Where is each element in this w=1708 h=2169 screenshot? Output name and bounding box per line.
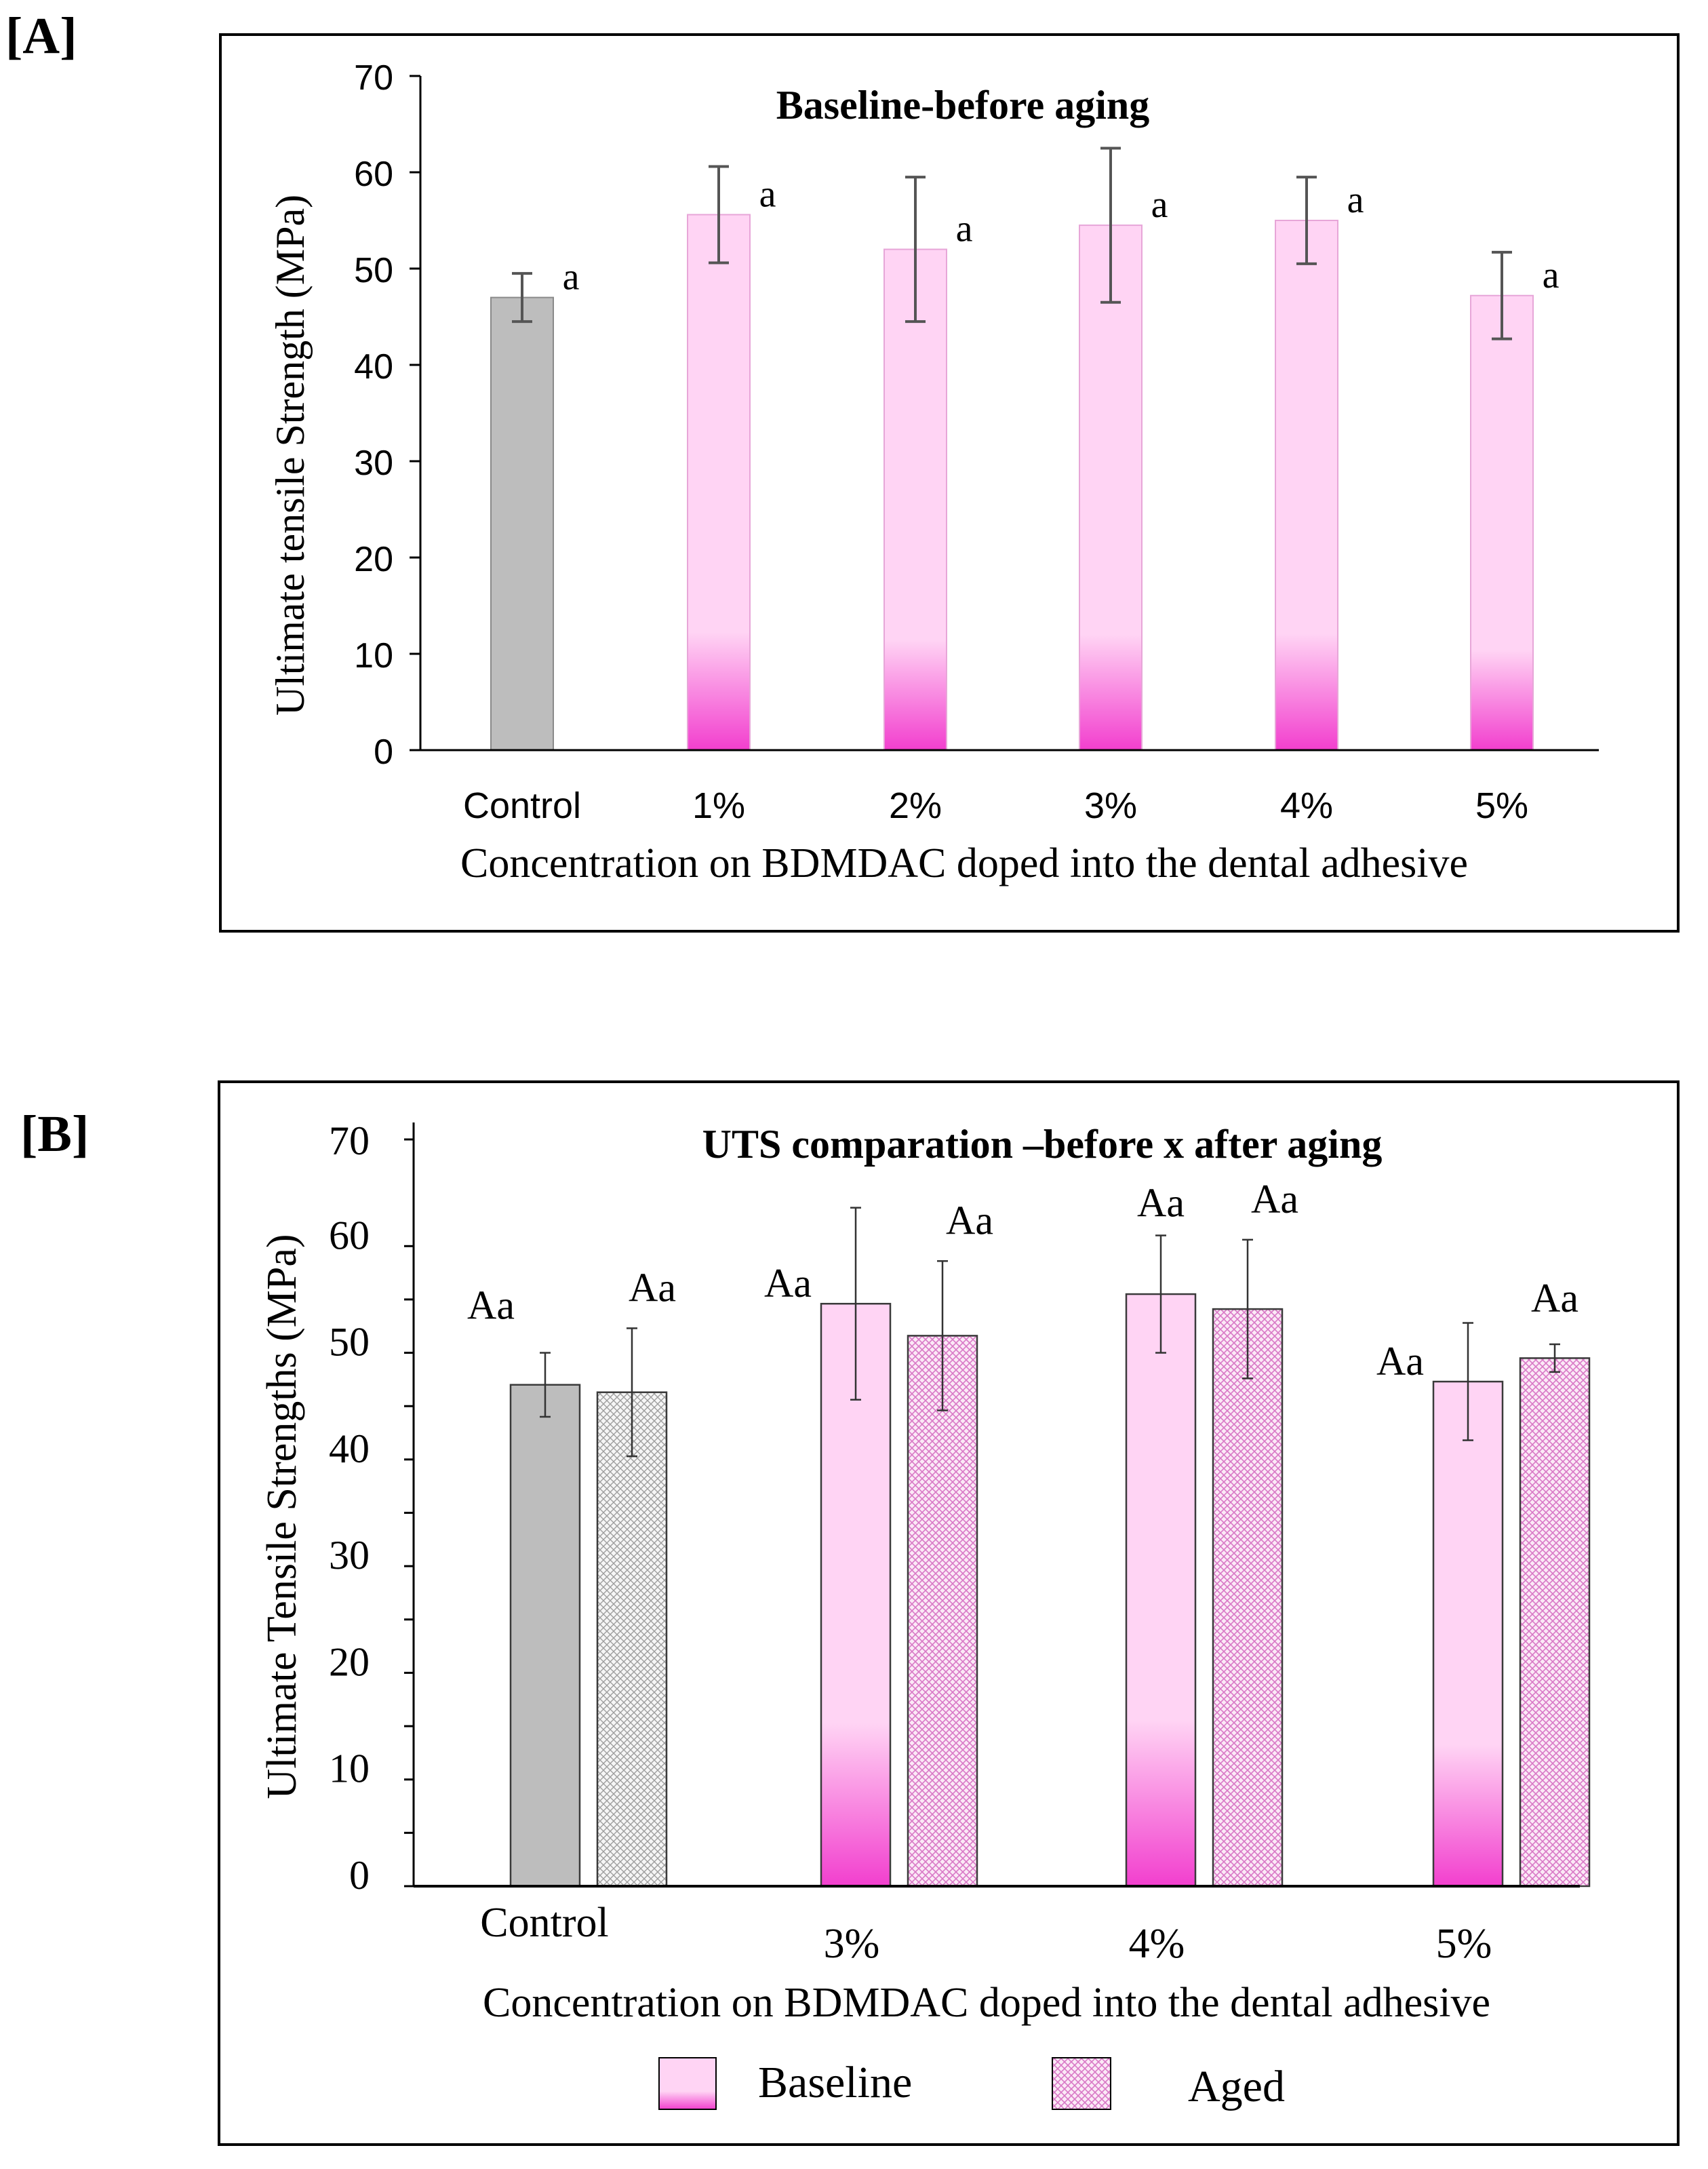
panel-a-annotation-0: a [563, 256, 580, 298]
panel-b-bar-baseline-2 [1125, 1293, 1197, 1888]
panel-b-bar-aged-0 [596, 1391, 668, 1888]
panel-b-annotation-aged-3: Aa [1531, 1276, 1578, 1321]
panel-b-category-1: 3% [824, 1921, 880, 1967]
panel-a-bar-4 [1275, 220, 1338, 751]
panel-b-category-2: 4% [1129, 1921, 1185, 1967]
panel-b-annotation-baseline-1: Aa [764, 1261, 812, 1306]
panel-b-ytick-label: 60 [329, 1213, 370, 1257]
panel-b-y-ticks: 0 10 20 30 40 50 60 70 [329, 1118, 414, 1898]
panel-b-error-bar-baseline-0 [540, 1352, 551, 1418]
panel-b-ytick-label: 50 [329, 1320, 370, 1365]
panel-a-bar-0 [490, 296, 554, 751]
panel-b-ytick-label: 20 [329, 1639, 370, 1684]
panel-b-bar-baseline-0 [509, 1384, 581, 1888]
panel-a-ytick-label: 70 [354, 58, 393, 98]
panel-b-bar-baseline-3 [1432, 1380, 1504, 1888]
panel-b-bar-baseline-1 [820, 1302, 892, 1888]
panel-a-bar-5 [1470, 294, 1534, 751]
panel-a-category-4: 4% [1280, 785, 1333, 826]
panel-b-category-labels: Control 3% 4% 5% [480, 1900, 1492, 1967]
panel-a-ytick-label: 20 [354, 540, 393, 579]
legend-swatch-baseline [658, 2057, 717, 2110]
panel-b-bars [509, 1293, 1591, 1888]
panel-b-legend: Baseline Aged [658, 2057, 1285, 2111]
panel-a-category-3: 3% [1084, 785, 1137, 826]
panel-a-category-5: 5% [1475, 785, 1528, 826]
panel-a-category-2: 2% [889, 785, 942, 826]
panel-a-annotation-3: a [1151, 184, 1168, 226]
panel-b-ytick-label: 40 [329, 1426, 370, 1471]
legend-swatch-aged [1052, 2057, 1111, 2110]
legend-label-aged: Aged [1188, 2062, 1285, 2111]
panel-a-annotation-4: a [1347, 179, 1364, 221]
panel-a-error-bar-1 [709, 165, 729, 265]
panel-a-category-0: Control [463, 785, 581, 826]
panel-b-error-bar-baseline-1 [850, 1207, 861, 1401]
panel-b-bar-aged-2 [1212, 1308, 1284, 1888]
panel-b-bar-aged-3 [1519, 1357, 1591, 1888]
panel-a-title: Baseline-before aging [776, 83, 1150, 128]
panel-b-annotations: Aa Aa Aa Aa Aa Aa Aa Aa [467, 1177, 1578, 1384]
panel-a-bars [490, 214, 1534, 751]
panel-a-bar-2 [883, 248, 947, 751]
panel-a-ylabel: Ultimate tensile Strength (MPa) [268, 195, 313, 716]
panel-a-y-ticks: 0 10 20 30 40 50 60 70 [354, 58, 420, 772]
panel-b-title: UTS comparation –before x after aging [702, 1122, 1383, 1167]
panel-a-error-bar-3 [1100, 146, 1121, 304]
legend-label-baseline: Baseline [758, 2058, 912, 2107]
panel-b-annotation-baseline-2: Aa [1137, 1181, 1185, 1226]
panel-b-annotation-aged-0: Aa [629, 1265, 676, 1310]
panel-b-error-bar-aged-3 [1549, 1343, 1560, 1373]
panel-a-ytick-label: 60 [354, 155, 393, 194]
panel-a-error-bar-0 [512, 272, 532, 324]
panel-b-error-bar-aged-0 [627, 1327, 637, 1458]
panel-b-ytick-label: 70 [329, 1118, 370, 1163]
panel-b-axes [412, 1122, 1580, 1888]
panel-b-annotation-baseline-0: Aa [467, 1283, 515, 1328]
panel-b-error-bar-aged-1 [937, 1260, 948, 1411]
panel-a-error-bar-4 [1296, 176, 1317, 265]
panel-a-error-bar-2 [905, 176, 926, 324]
panel-b-annotation-aged-1: Aa [946, 1198, 993, 1243]
panel-a-label: [A] [5, 7, 77, 64]
panel-a-bar-3 [1079, 224, 1143, 751]
panel-a-category-labels: Control 1% 2% 3% 4% 5% [463, 785, 1528, 826]
panel-b-error-bar-baseline-2 [1155, 1234, 1166, 1354]
panel-b-annotation-baseline-3: Aa [1376, 1339, 1424, 1384]
panel-a-annotation-1: a [759, 173, 776, 215]
panel-b-bar-aged-1 [907, 1335, 978, 1888]
panel-b-category-0: Control [480, 1900, 608, 1946]
panel-b-ytick-label: 30 [329, 1533, 370, 1578]
panel-b-ytick-label: 0 [349, 1853, 370, 1898]
panel-a-ytick-label: 10 [354, 636, 393, 676]
panel-b-frame [218, 1080, 1680, 2146]
panel-b-xlabel: Concentration on BDMDAC doped into the d… [483, 1980, 1490, 2026]
panel-a-annotation-5: a [1543, 254, 1560, 296]
panel-a-bar-1 [687, 214, 751, 751]
panel-b-annotation-aged-2: Aa [1251, 1177, 1298, 1222]
panel-a-annotation-2: a [956, 208, 973, 250]
panel-b-error-bar-baseline-3 [1463, 1322, 1473, 1441]
panel-a-ytick-label: 30 [354, 444, 393, 483]
panel-b-error-bars [540, 1207, 1560, 1458]
panel-a-error-bars [512, 146, 1512, 340]
panel-b-ylabel: Ultimate Tensile Strengths (MPa) [259, 1234, 305, 1799]
panel-b-category-3: 5% [1436, 1921, 1492, 1967]
panel-a-axes [419, 76, 1599, 751]
panel-a-error-bar-5 [1492, 250, 1512, 340]
panel-a-frame [219, 33, 1680, 933]
panel-b-error-bar-aged-2 [1242, 1238, 1253, 1380]
panel-a-xlabel: Concentration on BDMDAC doped into the d… [460, 840, 1468, 886]
panel-a-ytick-label: 50 [354, 251, 393, 290]
panel-a-annotations: a a a a a a [563, 173, 1560, 298]
panel-b-ytick-label: 10 [329, 1746, 370, 1791]
panel-b-label: [B] [20, 1106, 89, 1162]
panel-a-ytick-label: 0 [374, 732, 393, 772]
panel-a-category-1: 1% [692, 785, 745, 826]
panel-a-ytick-label: 40 [354, 347, 393, 387]
